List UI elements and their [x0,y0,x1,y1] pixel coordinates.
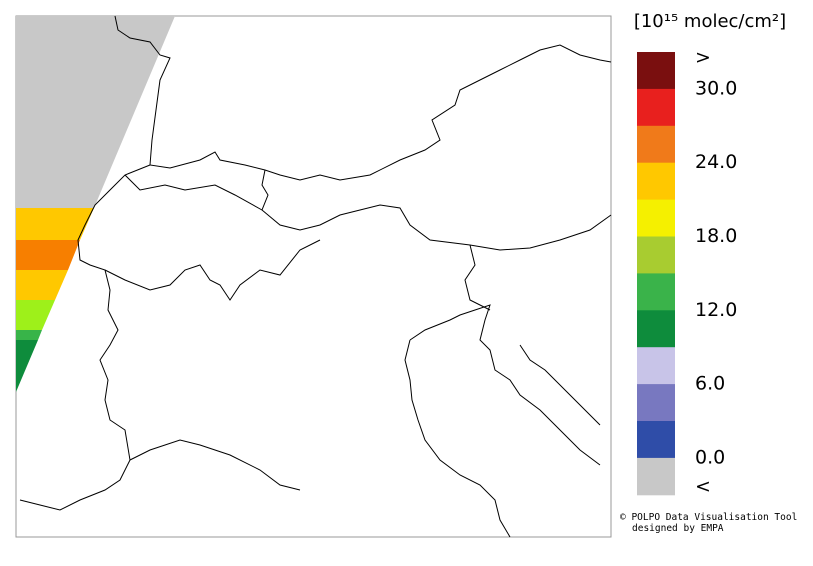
no-data-swath [16,16,175,208]
legend-swatch [637,347,675,385]
legend-swatch [637,88,675,127]
swath-band [16,340,38,392]
legend-label: 0.0 [695,446,725,468]
borders [19,15,612,538]
swath-band [16,208,94,240]
legend-swatch [637,199,675,237]
legend-swatch [637,236,675,274]
legend-label: 6.0 [695,373,725,395]
swath-band [16,240,80,270]
legend-swatch [637,52,675,90]
credit: designed by EMPA [632,523,724,534]
legend-label: < [695,475,711,497]
credit: © POLPO Data Visualisation Tool [620,512,797,523]
legend-label: 30.0 [695,77,737,99]
legend-label: 12.0 [695,299,737,321]
legend-label: 24.0 [695,151,737,173]
legend-label: 18.0 [695,225,737,247]
legend-title: [10¹⁵ molec/cm²] [634,11,786,32]
swath-band [16,270,68,300]
legend-swatch [637,384,675,422]
legend-swatch [637,125,675,164]
legend-swatch [637,457,675,496]
legend-swatch [637,310,675,348]
legend-label: > [695,47,711,69]
legend: [10¹⁵ molec/cm²] >30.0 24.0 18.0 12.0 6.0 0.0… [634,11,786,497]
swath-band [16,330,42,340]
map [15,15,612,538]
legend-swatch [637,273,675,311]
legend-swatch [637,421,675,459]
legend-swatch [637,162,675,201]
swath-band [16,300,55,330]
